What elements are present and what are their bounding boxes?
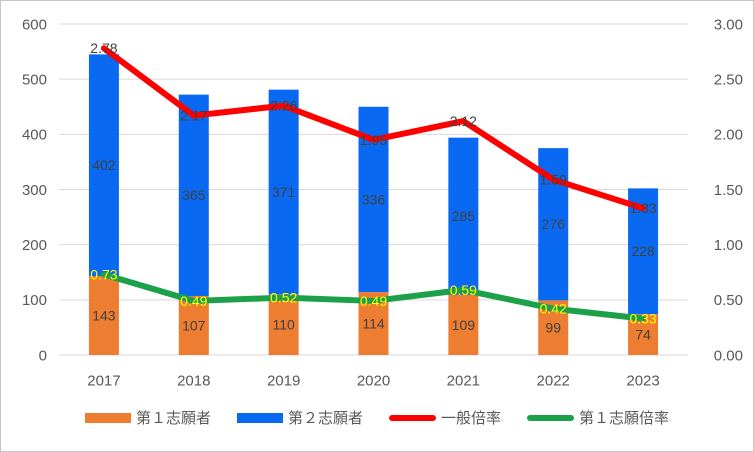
bar-value-label: 99: [545, 320, 561, 336]
stacked-bar-segment: [268, 89, 299, 295]
line-value-label: 0.73: [90, 266, 117, 282]
stacked-bar-segment: [88, 54, 119, 277]
bar-value-label: 336: [362, 191, 386, 207]
y-axis-label-right: 2.00: [714, 127, 743, 144]
y-axis-label-left: 0: [39, 347, 47, 364]
line-value-label: 0.33: [629, 310, 656, 326]
line-value-label: 2.12: [450, 113, 477, 129]
line-value-label: 1.95: [360, 132, 387, 148]
stacked-bar-segment: [448, 137, 479, 295]
y-axis-label-right: 1.00: [714, 237, 743, 254]
y-axis-label-left: 300: [22, 182, 47, 199]
line-value-label: 1.33: [629, 200, 656, 216]
legend-item-general-ratio: 一般倍率: [389, 407, 501, 428]
legend-item-first-choice-ratio: 第１志願倍率: [527, 407, 669, 428]
y-axis-label-right: 0.00: [714, 347, 743, 364]
legend-swatch-red-line: [389, 414, 436, 421]
line-value-label: 1.59: [540, 171, 567, 187]
bar-value-label: 365: [182, 187, 206, 203]
stacked-bar-segment: [448, 294, 479, 355]
y-axis-label-right: 2.50: [714, 71, 743, 88]
bar-value-label: 74: [635, 326, 651, 342]
x-axis-label: 2018: [177, 372, 210, 389]
x-axis-label: 2020: [357, 372, 390, 389]
legend-label: 一般倍率: [441, 410, 502, 427]
bar-value-label: 402: [92, 157, 116, 173]
y-axis-label-right: 3.00: [714, 16, 743, 33]
legend-label: 第１志願者: [135, 410, 211, 427]
bar-value-label: 228: [631, 243, 655, 259]
x-axis-label: 2017: [87, 372, 120, 389]
bar-value-label: 107: [182, 317, 206, 333]
line-value-label: 2.26: [270, 98, 297, 114]
y-axis-label-left: 600: [22, 16, 47, 33]
stacked-bar-segment: [88, 276, 119, 355]
bar-value-label: 285: [452, 208, 476, 224]
legend-label: 第２志願者: [287, 410, 363, 427]
line-value-label: 2.78: [90, 40, 117, 56]
y-axis-label-left: 100: [22, 292, 47, 309]
legend-item-first-choice-applicants: 第１志願者: [84, 407, 211, 428]
line-path: [100, 45, 647, 212]
line-value-label: 2.17: [180, 107, 207, 123]
line-value-label: 0.49: [180, 293, 207, 309]
bar-value-label: 114: [362, 315, 385, 331]
x-axis-label: 2019: [267, 372, 300, 389]
legend-label: 第１志願倍率: [579, 410, 670, 427]
legend-swatch-blue-bar: [236, 412, 283, 423]
x-axis-label: 2021: [447, 372, 480, 389]
bar-value-label: 276: [542, 216, 566, 232]
line-value-label: 0.59: [450, 282, 477, 298]
y-axis-label-left: 500: [22, 71, 47, 88]
chart-plot-area: 0 100 200 300 400 500 600 0.00 0.50 1.00 1.50 2.00 2…: [22, 16, 743, 389]
x-axis-label: 2022: [537, 372, 570, 389]
bar-value-label: 110: [272, 317, 295, 333]
y-axis-label-right: 0.50: [714, 292, 743, 309]
stacked-bar-segment: [178, 94, 209, 296]
y-axis-label-right: 1.50: [714, 182, 743, 199]
stacked-bar-segment: [268, 294, 299, 355]
y-axis-label-left: 400: [22, 127, 47, 144]
line-value-label: 0.52: [270, 290, 297, 306]
stacked-bar-segment: [178, 295, 209, 355]
y-axis-label-left: 200: [22, 237, 47, 254]
legend-swatch-orange-bar: [84, 412, 131, 423]
line-value-label: 0.49: [360, 293, 387, 309]
legend-swatch-green-line: [527, 414, 575, 421]
line-value-label: 0.42: [540, 301, 567, 317]
chart-legend: 第１志願者 第２志願者 一般倍率 第１志願倍率: [1, 407, 753, 428]
bar-value-label: 371: [272, 184, 296, 200]
bar-value-label: 143: [92, 307, 116, 323]
bar-value-label: 109: [452, 317, 476, 333]
legend-item-second-choice-applicants: 第２志願者: [236, 407, 363, 428]
line-path: [100, 271, 647, 322]
x-axis-label: 2023: [626, 372, 659, 389]
